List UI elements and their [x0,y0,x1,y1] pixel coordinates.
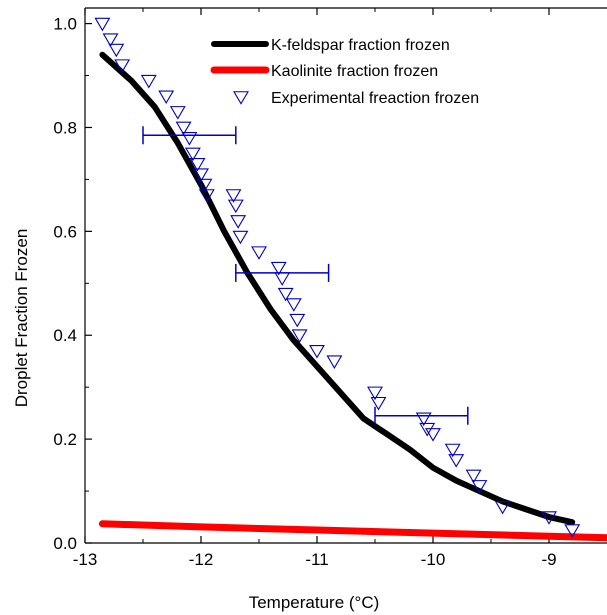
error-bars [142,126,469,425]
series-layer [94,17,607,542]
experimental-point [270,261,287,276]
kaolinite-line [98,520,607,542]
experimental-point [285,298,302,312]
experimental-point [564,524,581,538]
experimental-point [108,43,125,58]
experimental-point [415,412,432,427]
x-axis-label: Temperature (°C) [249,593,380,612]
experimental-point [189,158,206,172]
experimental-point [326,355,343,369]
experimental-point [196,178,213,193]
experimental-point [251,246,267,260]
experimental-point [198,189,215,203]
x-tick-label: -13 [73,550,98,569]
experimental-point [419,422,436,437]
experimental-point [193,168,209,182]
experimental-point [94,17,111,32]
x-tick-label: -10 [421,550,446,569]
experimental-point [225,189,242,203]
x-axis: -13 -12 -11 -10 -9 [73,8,557,569]
experimental-point [425,428,441,442]
experimental-point [370,396,387,411]
experimental-point [158,90,175,105]
experimental-point [169,106,186,120]
experimental-point [227,199,244,214]
legend-label: Kaolinite fraction frozen [271,63,438,80]
experimental-point [444,443,461,458]
x-tick-label: -11 [305,550,328,569]
experimental-point [175,121,192,136]
experimental-point [114,59,131,73]
experimental-point [230,215,247,229]
experimental-point [541,511,557,525]
experimental-point [181,132,198,146]
experimental-point [289,313,306,328]
y-tick-label: 1.0 [53,15,77,34]
y-axis: 0.0 0.2 0.4 0.6 0.8 1.0 [53,15,92,553]
y-tick-label: 0.6 [53,222,77,241]
experimental-point [465,469,482,484]
experimental-point [102,33,119,47]
legend-label: K-feldspar fraction frozen [271,37,450,54]
legend: K-feldspar fraction frozen Kaolinite frac… [210,37,479,107]
experimental-point [494,500,511,515]
experimental-point [232,230,249,245]
experimental-point [471,480,488,494]
x-tick-label: -12 [189,550,214,569]
experimental-point [274,272,291,286]
legend-label: Experimental freaction frozen [271,90,479,107]
y-axis-label: Droplet Fraction Frozen [12,229,31,408]
y-tick-label: 0.0 [53,534,77,553]
experimental-point [309,345,325,359]
legend-swatch-experimental [233,91,249,105]
x-tick-label: -9 [541,550,556,569]
experimental-point [448,454,465,468]
experimental-point [277,287,294,302]
plot-frame [84,7,607,544]
k-feldspar-line [99,51,576,526]
experimental-point [184,147,201,162]
experimental-point [140,74,157,89]
experimental-point [367,386,383,401]
y-tick-label: 0.4 [53,326,77,345]
y-tick-label: 0.8 [53,118,77,137]
experimental-point [291,329,308,343]
y-tick-label: 0.2 [53,430,77,449]
